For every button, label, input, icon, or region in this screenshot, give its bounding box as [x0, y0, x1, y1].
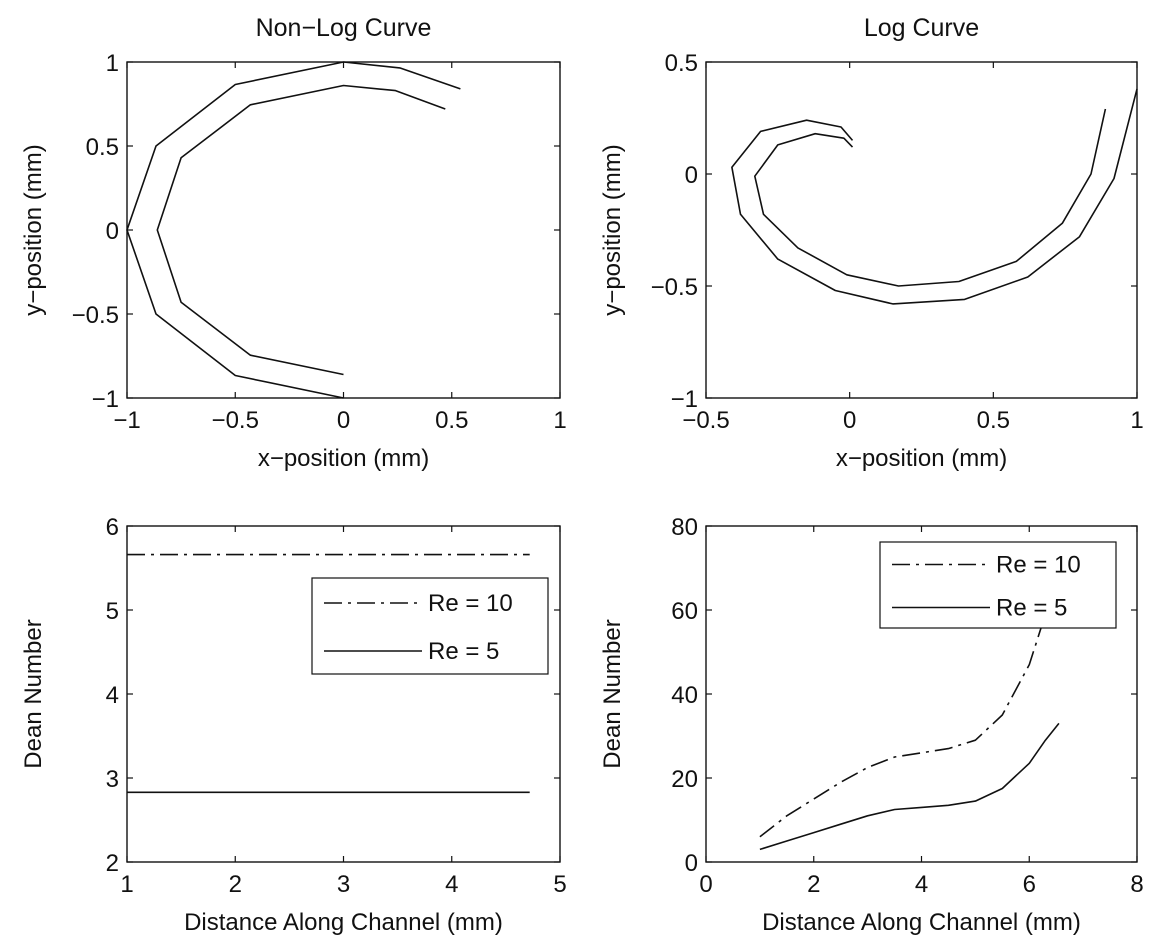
y-tick-label: −0.5	[651, 274, 698, 301]
x-tick-label: 0.5	[435, 407, 468, 434]
legend-label: Re = 10	[428, 590, 513, 617]
x-tick-label: 4	[915, 871, 928, 898]
x-axis-label: Distance Along Channel (mm)	[762, 909, 1081, 936]
chart-title: Non−Log Curve	[256, 14, 432, 42]
legend-label: Re = 5	[428, 638, 499, 665]
x-tick-label: 8	[1130, 871, 1143, 898]
y-axis-label: y−position (mm)	[599, 144, 626, 315]
y-tick-label: 2	[106, 850, 119, 877]
series-line-1	[126, 61, 461, 399]
x-axis-label: x−position (mm)	[836, 445, 1007, 472]
x-tick-label: 1	[1130, 407, 1143, 434]
legend-label: Re = 10	[996, 552, 1081, 579]
subplot-1: −1 −0.5 0 0.5 1 −1 −0.5 0 0.5 1 Non−Log Curve x−pos…	[20, 14, 567, 472]
series-line-1	[759, 613, 1047, 838]
y-tick-label: 20	[671, 766, 698, 793]
x-tick-label: 6	[1023, 871, 1036, 898]
plot-area	[126, 525, 561, 863]
plot-area	[705, 61, 1138, 399]
y-tick-label: 40	[671, 682, 698, 709]
x-tick-label: 2	[229, 871, 242, 898]
y-tick-label: 0	[106, 218, 119, 245]
legend-label: Re = 5	[996, 595, 1067, 622]
y-tick-label: −0.5	[72, 302, 119, 329]
legend: Re = 10 Re = 5	[879, 541, 1117, 629]
plot-area	[126, 61, 561, 399]
x-tick-label: −0.5	[682, 407, 729, 434]
y-tick-label: 1	[106, 50, 119, 77]
x-tick-label: 5	[553, 871, 566, 898]
x-tick-label: 0	[843, 407, 856, 434]
y-axis-label: Dean Number	[20, 619, 47, 768]
x-axis-label: x−position (mm)	[258, 445, 429, 472]
x-tick-label: 2	[807, 871, 820, 898]
y-tick-label: 0.5	[665, 50, 698, 77]
x-tick-label: −0.5	[212, 407, 259, 434]
y-tick-label: 60	[671, 598, 698, 625]
y-tick-label: 3	[106, 766, 119, 793]
legend-box	[879, 541, 1117, 629]
x-tick-label: 4	[445, 871, 458, 898]
x-axis-label: Distance Along Channel (mm)	[184, 909, 503, 936]
y-tick-label: 4	[106, 682, 119, 709]
y-tick-label: 0	[685, 850, 698, 877]
x-tick-label: 0	[337, 407, 350, 434]
x-tick-label: 1	[120, 871, 133, 898]
y-tick-label: 6	[106, 514, 119, 541]
x-tick-label: −1	[113, 407, 140, 434]
series-line-2	[759, 722, 1060, 851]
y-axis-label: y−position (mm)	[20, 144, 47, 315]
legend: Re = 10 Re = 5	[311, 577, 549, 675]
series-line-1	[731, 88, 1138, 305]
x-tick-label: 1	[553, 407, 566, 434]
series-line-2	[753, 108, 1107, 287]
x-tick-label: 0.5	[977, 407, 1010, 434]
chart-title: Log Curve	[864, 14, 979, 42]
y-tick-label: 80	[671, 514, 698, 541]
series-line-2	[156, 84, 446, 376]
x-tick-label: 0	[699, 871, 712, 898]
y-tick-label: 5	[106, 598, 119, 625]
y-tick-label: −1	[671, 386, 698, 413]
legend-box	[311, 577, 549, 675]
y-tick-label: −1	[92, 386, 119, 413]
y-tick-label: 0	[685, 162, 698, 189]
y-axis-label: Dean Number	[599, 619, 626, 768]
y-tick-label: 0.5	[86, 134, 119, 161]
x-tick-label: 3	[337, 871, 350, 898]
